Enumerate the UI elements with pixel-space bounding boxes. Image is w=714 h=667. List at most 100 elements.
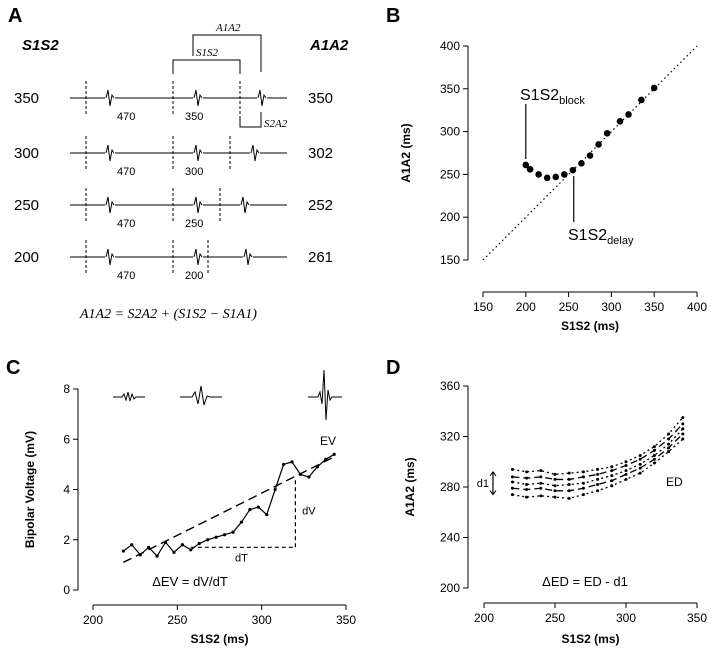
bracket-s1s2 bbox=[172, 59, 241, 74]
ed-series-point bbox=[567, 489, 571, 493]
y-axis-title: A1A2 (ms) bbox=[403, 457, 417, 516]
ed-series-point bbox=[652, 445, 656, 449]
ed-series-point bbox=[581, 481, 585, 485]
ev-point bbox=[214, 535, 218, 539]
ev-point bbox=[231, 530, 235, 534]
data-point bbox=[595, 141, 602, 148]
activation-mask bbox=[240, 196, 250, 214]
x-tick-label: 250 bbox=[167, 613, 187, 627]
ed-series-point bbox=[525, 470, 529, 474]
ed-series-line bbox=[512, 433, 684, 492]
x-tick-label: 250 bbox=[545, 611, 565, 625]
ed-series-point bbox=[539, 486, 543, 490]
ed-series-point bbox=[596, 489, 600, 493]
interval-label-s1s2: 350 bbox=[185, 111, 203, 123]
x-tick-label: 300 bbox=[252, 613, 272, 627]
ed-series-point bbox=[596, 467, 600, 471]
bracket-a1a2-label: A1A2 bbox=[215, 22, 241, 34]
data-point bbox=[526, 165, 534, 173]
activation-deflection bbox=[257, 89, 267, 107]
activation-mask bbox=[193, 196, 203, 214]
activation-mask bbox=[257, 89, 267, 107]
ed-series-point bbox=[638, 466, 642, 470]
activation-deflection bbox=[105, 144, 115, 162]
ed-series-point bbox=[553, 489, 557, 493]
ev-point bbox=[265, 513, 269, 517]
ev-point bbox=[172, 550, 176, 554]
y-tick-label: 2 bbox=[63, 533, 70, 547]
trace-rows: 350 350 470 350 300 302 470 300 250 252 470 250 200 2… bbox=[14, 81, 333, 282]
bracket-s1s2-label: S1S2 bbox=[196, 47, 219, 59]
ed-series-point bbox=[638, 471, 642, 475]
ed-series-point bbox=[610, 479, 614, 483]
y-tick-label: 200 bbox=[440, 581, 460, 595]
ed-series-point bbox=[539, 494, 543, 498]
activation-deflection bbox=[193, 144, 203, 162]
ev-label: EV bbox=[320, 434, 336, 448]
ev-point bbox=[239, 520, 244, 524]
ev-point bbox=[155, 554, 159, 558]
panel-a-letter: A bbox=[8, 5, 22, 27]
ev-point bbox=[206, 538, 210, 542]
dv-label: dV bbox=[302, 506, 316, 518]
ed-series-point bbox=[525, 495, 529, 499]
ed-series-point bbox=[610, 474, 614, 478]
ed-series-point bbox=[581, 486, 585, 490]
data-point bbox=[586, 152, 594, 159]
data-point bbox=[552, 173, 560, 181]
interval-label-s1s1: 470 bbox=[117, 166, 135, 178]
x-tick-label: 300 bbox=[616, 611, 636, 625]
panel-c: C 200 250 300 350 0 2 4 6 8 S1S2 (ms) Bipolar Volt… bbox=[6, 357, 356, 646]
row-a1a2-value: 252 bbox=[308, 197, 333, 214]
ed-series-point bbox=[638, 457, 642, 461]
activation-mask bbox=[193, 248, 203, 266]
y-tick-label: 8 bbox=[63, 382, 70, 396]
s1s2-block-annotation: S1S2block bbox=[520, 87, 585, 107]
ev-point bbox=[222, 533, 227, 537]
chart-d: 200 250 300 350 200 240 280 320 360 S1S2 (ms) A1A2… bbox=[403, 379, 707, 646]
ed-series-point bbox=[638, 462, 642, 466]
ed-series-point bbox=[539, 469, 543, 473]
d1-label: d1 bbox=[477, 478, 489, 490]
row-a1a2-value: 261 bbox=[308, 249, 333, 266]
ev-point bbox=[189, 548, 193, 552]
block-main: S1S2 bbox=[520, 87, 559, 104]
ed-series-point bbox=[624, 460, 628, 464]
s1s2-delay-annotation: S1S2delay bbox=[568, 227, 634, 247]
data-point bbox=[603, 130, 611, 137]
y-tick-label: 280 bbox=[440, 480, 460, 494]
ed-label: ED bbox=[666, 475, 683, 489]
ev-point bbox=[256, 505, 260, 509]
activation-deflection bbox=[105, 89, 115, 107]
data-point bbox=[543, 174, 551, 182]
data-point bbox=[522, 161, 530, 169]
activation-mask bbox=[250, 144, 260, 162]
x-axis-title: S1S2 (ms) bbox=[561, 632, 619, 646]
ev-formula: ΔEV = dV/dT bbox=[152, 574, 228, 589]
y-tick-label: 300 bbox=[440, 125, 460, 139]
ed-series-point bbox=[525, 488, 529, 492]
ed-series-point bbox=[553, 495, 557, 499]
ed-series-point bbox=[539, 481, 543, 485]
x-tick-label: 150 bbox=[473, 300, 493, 314]
ev-point bbox=[180, 543, 184, 547]
x-tick-label: 350 bbox=[644, 300, 664, 314]
data-point bbox=[638, 96, 645, 104]
x-tick-label: 200 bbox=[83, 613, 103, 627]
activation-deflection bbox=[193, 89, 203, 107]
ed-series-line bbox=[512, 417, 684, 476]
y-tick-label: 400 bbox=[440, 39, 460, 53]
y-axis-title: A1A2 (ms) bbox=[399, 123, 413, 182]
row-s1s2-value: 350 bbox=[14, 90, 39, 107]
data-point bbox=[578, 159, 585, 167]
activation-deflection bbox=[105, 196, 115, 214]
ev-point bbox=[248, 508, 252, 512]
ed-series-point bbox=[681, 416, 685, 420]
data-point bbox=[561, 171, 568, 178]
ed-series-point bbox=[667, 437, 671, 441]
x-axis-title: S1S2 (ms) bbox=[190, 632, 248, 646]
panel-a-formula: A1A2 = S2A2 + (S1S2 − S1A1) bbox=[79, 307, 257, 322]
y-tick-label: 360 bbox=[440, 379, 460, 393]
ed-series-point bbox=[681, 427, 685, 431]
